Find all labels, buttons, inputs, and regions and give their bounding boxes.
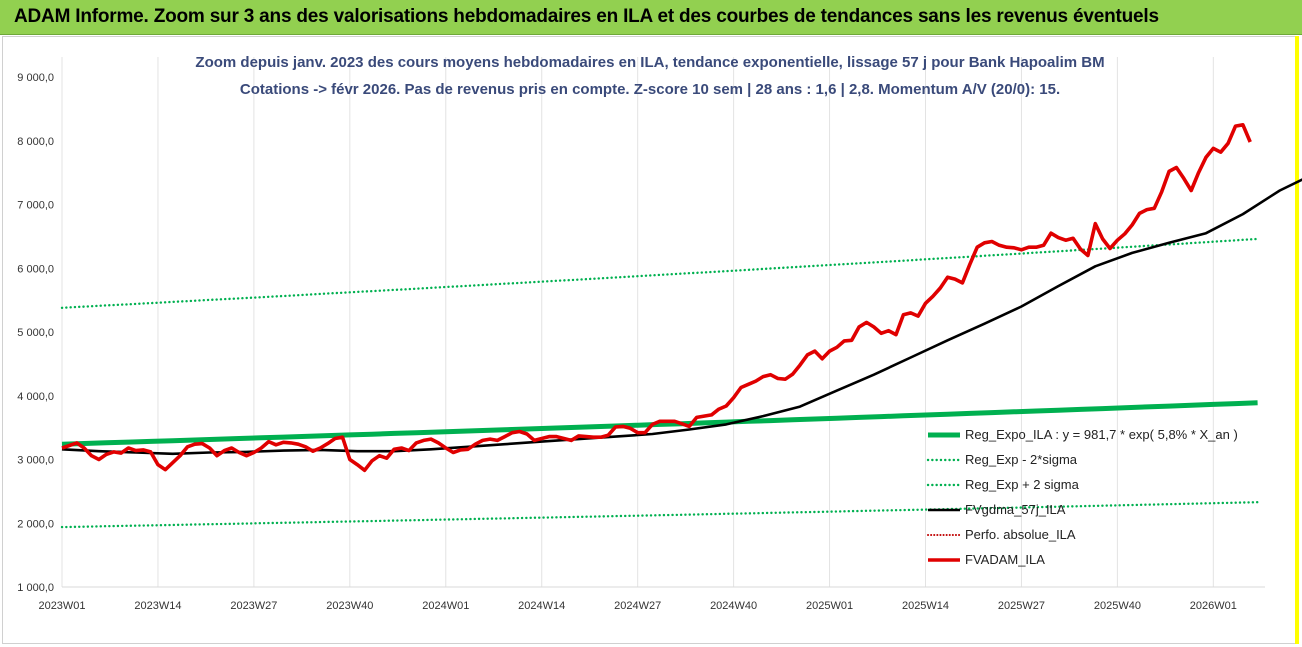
x-tick-label: 2025W27 [998,600,1045,612]
x-tick-label: 2023W01 [38,600,85,612]
y-tick-label: 6 000,0 [17,263,54,275]
page-title: ADAM Informe. Zoom sur 3 ans des valoris… [14,6,1159,27]
x-tick-label: 2023W27 [230,600,277,612]
x-tick-label: 2024W01 [422,600,469,612]
series-reg-expo-ila [61,400,1258,447]
legend: Reg_Expo_ILA : y = 981,7 * exp( 5,8% * X… [926,427,1238,567]
y-tick-label: 9 000,0 [17,72,54,84]
frame-accent-border [1295,36,1299,644]
y-tick-label: 4 000,0 [17,391,54,403]
x-tick-label: 2024W40 [710,600,757,612]
x-axis: 2023W01 2023W14 2023W27 2023W40 2024W01 2024W… [38,600,1236,612]
legend-entry: Reg_Exp + 2 sigma [965,477,1080,492]
x-tick-label: 2026W01 [1190,600,1237,612]
grid-lines [61,57,1265,588]
y-tick-label: 7 000,0 [17,200,54,212]
x-tick-label: 2023W14 [134,600,181,612]
series-reg-exp-plus-2sigma [60,237,1259,309]
x-tick-label: 2024W14 [518,600,565,612]
y-tick-label: 5 000,0 [17,327,54,339]
x-tick-label: 2025W40 [1094,600,1141,612]
legend-entry: Perfo. absolue_ILA [965,527,1076,542]
legend-entry: FVADAM_ILA [965,552,1045,567]
series-fvgdma-57j [61,178,1302,456]
x-tick-label: 2025W01 [806,600,853,612]
header-banner: ADAM Informe. Zoom sur 3 ans des valoris… [0,0,1302,35]
series-reg-exp-minus-2sigma [60,501,1259,529]
y-tick-label: 2 000,0 [17,518,54,530]
y-tick-label: 8 000,0 [17,136,54,148]
series-group [60,123,1302,529]
legend-entry: FVgdma_57j_ILA [965,502,1066,517]
x-tick-label: 2025W14 [902,600,949,612]
chart-title-line2: Cotations -> févr 2026. Pas de revenus p… [240,81,1060,98]
y-tick-label: 1 000,0 [17,582,54,594]
y-axis: 1 000,0 2 000,0 3 000,0 4 000,0 5 000,0 6 000… [17,72,54,594]
series-fvadam-ila [61,123,1252,473]
chart-title-line1: Zoom depuis janv. 2023 des cours moyens … [195,54,1104,71]
legend-entry: Reg_Expo_ILA : y = 981,7 * exp( 5,8% * X… [965,427,1238,442]
x-tick-label: 2023W40 [326,600,373,612]
y-tick-label: 3 000,0 [17,455,54,467]
x-tick-label: 2024W27 [614,600,661,612]
legend-entry: Reg_Exp - 2*sigma [965,452,1078,467]
